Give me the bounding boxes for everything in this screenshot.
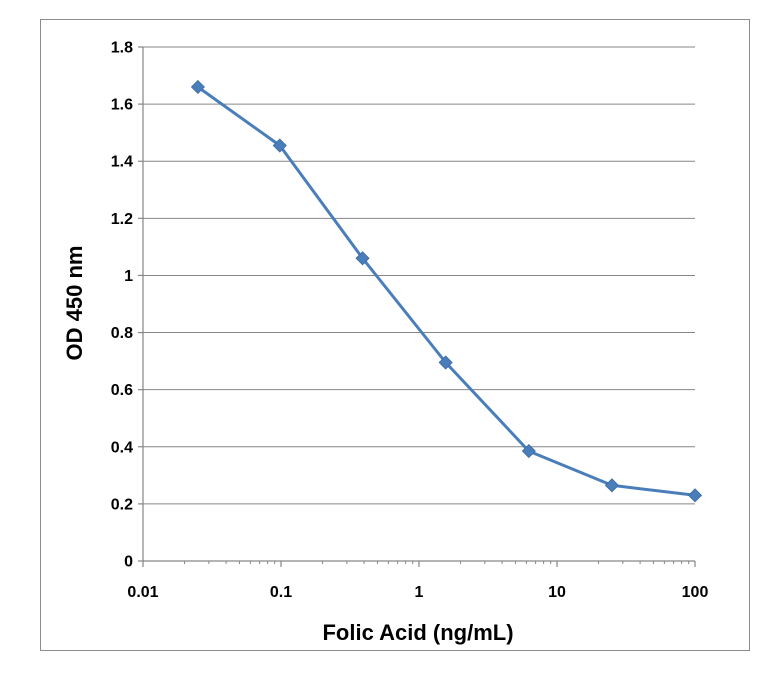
y-tick-label: 1.6 [111,97,133,114]
chart-frame [40,19,750,651]
data-point-marker [272,138,287,153]
x-tick-label: 1 [415,584,424,601]
x-tick-label: 10 [548,584,566,601]
y-tick-label: 0.4 [111,439,133,456]
data-point-marker [355,251,370,266]
y-tick-label: 1.8 [111,40,133,57]
data-point-marker [687,488,703,503]
y-tick-label: 1.2 [111,211,133,228]
y-tick-label: 0.2 [111,496,133,513]
data-point-marker [604,478,619,493]
y-tick-label: 0 [124,554,133,571]
y-tick-label: 1 [124,268,133,285]
y-axis-title: OD 450 nm [62,246,87,361]
axes [138,46,696,567]
data-point-marker [190,79,205,95]
y-tick-label: 0.8 [111,325,133,342]
gridlines [143,46,695,505]
data-point-marker [438,355,453,370]
y-tick-label: 0.6 [111,382,133,399]
x-axis-title: Folic Acid (ng/mL) [322,620,513,645]
x-tick-label: 100 [682,584,709,601]
x-tick-label: 0.01 [127,584,158,601]
x-tick-label: 0.1 [270,584,292,601]
tick-labels: 0 0.2 0.4 0.6 0.8 1 1.2 1.4 1.6 1.8 0.01 0.1 1 10 100 [111,40,709,602]
data-point-marker [521,443,536,459]
y-tick-label: 1.4 [111,154,133,171]
series-line [197,85,696,497]
series-od450 [190,79,703,503]
